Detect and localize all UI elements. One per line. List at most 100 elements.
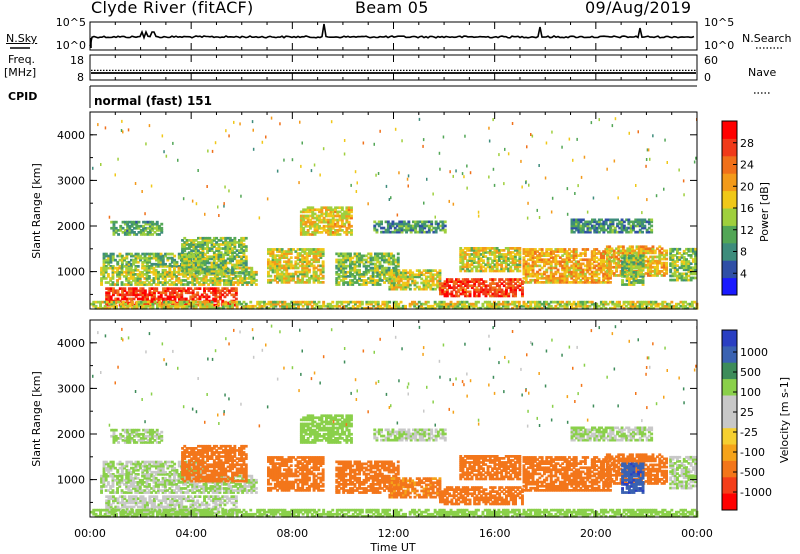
power-cell (561, 266, 565, 270)
power-cell (458, 306, 462, 310)
power-cell (514, 294, 517, 298)
power-cell (294, 256, 298, 259)
power-cell (362, 275, 366, 278)
power-cell (218, 277, 222, 280)
power-cell (470, 249, 474, 252)
power-cell (216, 283, 220, 286)
power-cell (197, 241, 200, 244)
power-cell (194, 257, 198, 261)
power-cell (583, 254, 587, 257)
power-cell (177, 265, 181, 268)
power-cell (621, 262, 624, 266)
power-cell (427, 220, 431, 224)
power-cell (538, 272, 542, 276)
power-cell (415, 275, 419, 279)
power-cell (665, 251, 668, 255)
power-cell (558, 281, 562, 284)
power-cell (538, 248, 542, 251)
power-cell (155, 233, 159, 236)
power-cell (439, 286, 442, 290)
power-cell (391, 230, 395, 234)
power-cell (407, 220, 411, 224)
power-cell (493, 251, 497, 254)
power-cell (367, 260, 371, 264)
power-cell (173, 295, 177, 299)
power-cell (360, 258, 364, 262)
power-cell (178, 300, 182, 304)
power-cell (529, 250, 533, 253)
power-cell (115, 304, 118, 308)
power-cell (217, 245, 221, 248)
power-cell (132, 273, 135, 276)
power-cell (276, 276, 279, 280)
power-cell (190, 255, 194, 259)
power-cell (213, 279, 217, 282)
power-cell (498, 286, 502, 290)
power-cell (187, 304, 191, 308)
power-cell (509, 286, 513, 290)
power-cell (226, 306, 230, 310)
power-cell (590, 266, 594, 270)
nave-tick-bottom: 0 (704, 71, 711, 84)
power-cell (273, 266, 277, 270)
power-cell (552, 274, 555, 278)
power-cell (371, 283, 375, 286)
power-cell (427, 279, 430, 283)
power-cell (599, 270, 603, 274)
date-label: 09/Aug/2019 (585, 0, 692, 17)
power-cell (427, 281, 430, 285)
power-cell (581, 258, 585, 262)
power-cell (581, 274, 585, 278)
power-cell (400, 226, 404, 230)
power-cell (385, 302, 389, 306)
power-cell (244, 306, 248, 310)
power-cell (669, 268, 673, 272)
power-cell (418, 230, 422, 234)
power-cell (209, 291, 213, 295)
power-cell (579, 262, 583, 266)
power-cell (144, 222, 148, 226)
power-cell (197, 255, 200, 259)
power-cell (572, 230, 576, 234)
power-cell (234, 277, 238, 280)
power-cell (340, 222, 344, 226)
power-cell (217, 239, 221, 242)
power-cell (518, 251, 522, 254)
power-cell (362, 283, 366, 286)
power-cell (214, 293, 218, 297)
power-cell (459, 267, 463, 271)
power-cell (224, 247, 228, 250)
power-cell (461, 306, 464, 310)
power-cell (625, 277, 629, 280)
power-cell (625, 230, 629, 234)
power-cell (395, 271, 399, 275)
power-cell (218, 281, 222, 284)
power-cell (302, 208, 306, 212)
power-cell (581, 248, 585, 251)
power-cell (527, 272, 530, 276)
power-cell (653, 272, 657, 275)
power-cell (625, 228, 629, 232)
power-cell (593, 250, 596, 253)
power-cell (374, 252, 377, 256)
power-cell (322, 229, 326, 232)
power-cell (139, 297, 143, 301)
power-cell (625, 275, 629, 278)
power-cell (128, 304, 132, 308)
power-cell (124, 306, 127, 310)
power-cell (439, 220, 443, 224)
power-cell (491, 292, 495, 296)
power-cell (235, 271, 239, 275)
power-cell (459, 251, 463, 254)
power-cell (386, 230, 390, 234)
power-cell (466, 278, 470, 281)
power-cell (294, 272, 298, 276)
power-cell (137, 297, 140, 301)
power-cell (399, 275, 403, 279)
power-cell (267, 264, 270, 268)
power-cell (183, 247, 187, 250)
power-cell (484, 284, 488, 288)
power-cell (583, 268, 587, 272)
power-cell (364, 283, 368, 286)
power-cell (626, 249, 630, 253)
